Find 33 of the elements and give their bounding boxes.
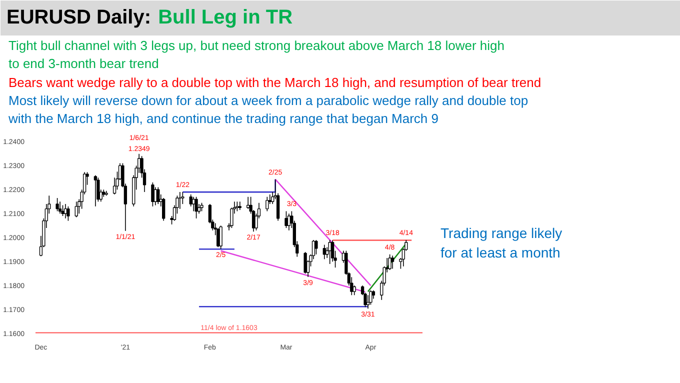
candlestick — [390, 255, 394, 270]
candlestick — [56, 198, 59, 212]
text: Most likely will reverse down for about a week from a parabolic wedge rally and double top — [8, 93, 528, 108]
candlestick — [350, 276, 354, 296]
candlestick — [219, 225, 222, 250]
candlestick — [61, 204, 64, 216]
candlestick — [238, 201, 242, 210]
candlestick — [66, 206, 70, 222]
candlestick — [366, 294, 370, 309]
candlestick — [266, 196, 269, 212]
candlestick — [236, 201, 239, 212]
text: for at least a month — [440, 244, 560, 261]
candlestick — [156, 186, 160, 204]
candlestick — [388, 254, 392, 270]
chart-subtitle: Bull Leg in TR — [158, 6, 294, 28]
candlestick — [96, 177, 100, 202]
candlestick — [314, 240, 318, 255]
chart-title: EURUSD Daily: — [6, 6, 151, 28]
text: with the March 18 high, and continue the trading range that began March 9 — [8, 111, 439, 126]
text: Tight bull channel with 3 legs up, but need strong breakout above March 18 lower high — [8, 38, 504, 53]
candlestick — [369, 290, 372, 306]
text: Bears want wedge rally to a double top with the March 18 high, and resumption of bear trend — [8, 75, 542, 90]
text: to end 3-month bear trend — [8, 56, 159, 71]
candlestick — [162, 198, 166, 222]
candlestick — [284, 210, 288, 228]
candlestick — [74, 201, 78, 218]
candlestick — [304, 252, 307, 274]
text: Trading range likely — [440, 225, 562, 242]
candlestick — [58, 201, 62, 214]
candlestick — [94, 174, 98, 207]
candlestick — [352, 285, 356, 296]
candlestick — [194, 196, 198, 219]
candlestick — [151, 182, 154, 207]
